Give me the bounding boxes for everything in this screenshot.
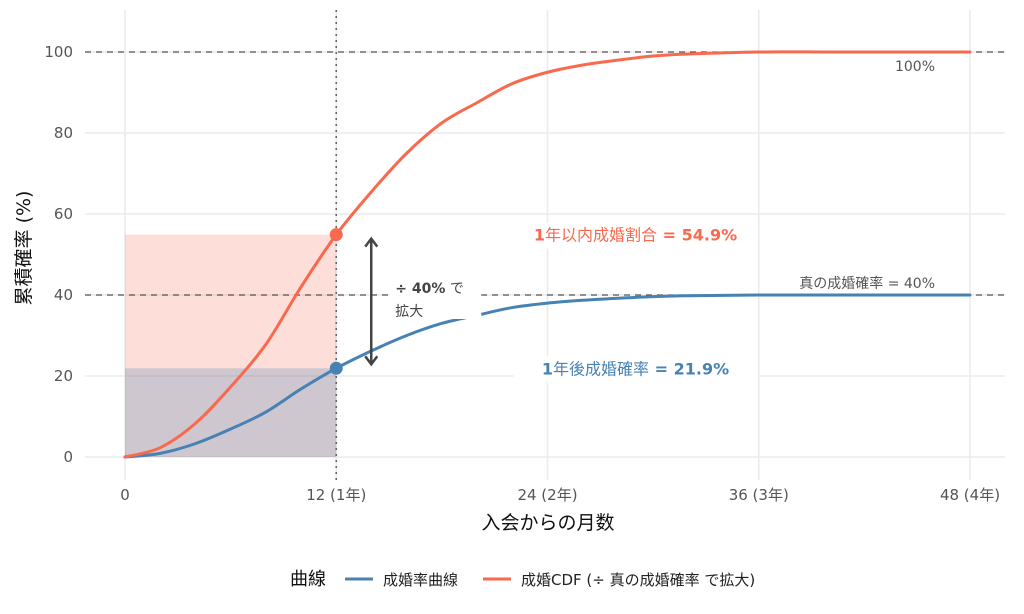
series-lines bbox=[123, 50, 972, 459]
y-tick-label: 20 bbox=[54, 367, 73, 385]
scale-arrow-head-up bbox=[364, 236, 379, 248]
y-tick-label: 100 bbox=[44, 43, 73, 61]
y-tick-label: 40 bbox=[54, 286, 73, 304]
x-tick-label: 0 bbox=[120, 486, 130, 504]
reference-label-100: 100% bbox=[895, 59, 935, 75]
cdf-value-label: 1年以内成婚割合 = 54.9% bbox=[534, 226, 737, 245]
x-tick-label: 36 (3年) bbox=[729, 486, 789, 504]
y-axis-title: 累積確率 (%) bbox=[13, 191, 35, 306]
rate-curve-line bbox=[123, 293, 972, 459]
highlight-points bbox=[329, 228, 343, 375]
grid bbox=[85, 10, 1005, 480]
legend-label-rate: 成婚率曲線 bbox=[383, 571, 458, 589]
annotations: ÷ 40% で拡大 1年以内成婚割合 = 54.9% 1年後成婚確率 = 21.9%… bbox=[389, 59, 935, 383]
rate-value-label: 1年後成婚確率 = 21.9% bbox=[542, 359, 729, 378]
rate-point-month-12 bbox=[329, 361, 343, 375]
x-tick-label: 48 (4年) bbox=[940, 486, 1000, 504]
legend: 曲線 成婚率曲線 成婚CDF (÷ 真の成婚確率 で拡大) bbox=[290, 569, 755, 590]
scale-arrow-head-down bbox=[364, 355, 379, 367]
x-tick-label: 12 (1年) bbox=[306, 486, 366, 504]
highlight-areas bbox=[125, 234, 337, 457]
cdf-value-label-background bbox=[513, 222, 758, 249]
x-tick-label: 24 (2年) bbox=[517, 486, 577, 504]
scale-note-line2: 拡大 bbox=[395, 304, 423, 320]
y-tick-label: 60 bbox=[54, 205, 73, 223]
x-axis-title: 入会からの月数 bbox=[481, 512, 614, 534]
rate-highlight-area bbox=[125, 368, 337, 457]
axis-ticks: 0 12 (1年) 24 (2年) 36 (3年) 48 (4年) 0 20 40 60 80 10… bbox=[44, 43, 1000, 504]
scale-note-line1: ÷ 40% で bbox=[395, 281, 464, 297]
cdf-highlight-area bbox=[125, 234, 337, 457]
reference-label-40: 真の成婚確率 = 40% bbox=[799, 275, 935, 292]
cdf-curve-line bbox=[123, 50, 972, 459]
scale-note-background bbox=[389, 275, 482, 319]
y-tick-label: 80 bbox=[54, 124, 73, 142]
scale-arrow bbox=[364, 236, 379, 367]
legend-label-cdf: 成婚CDF (÷ 真の成婚確率 で拡大) bbox=[521, 571, 755, 589]
y-tick-label: 0 bbox=[63, 448, 73, 466]
legend-title: 曲線 bbox=[290, 569, 326, 590]
rate-value-label-background bbox=[513, 356, 758, 383]
cdf-point-month-12 bbox=[329, 228, 343, 242]
reference-lines bbox=[85, 10, 1005, 480]
